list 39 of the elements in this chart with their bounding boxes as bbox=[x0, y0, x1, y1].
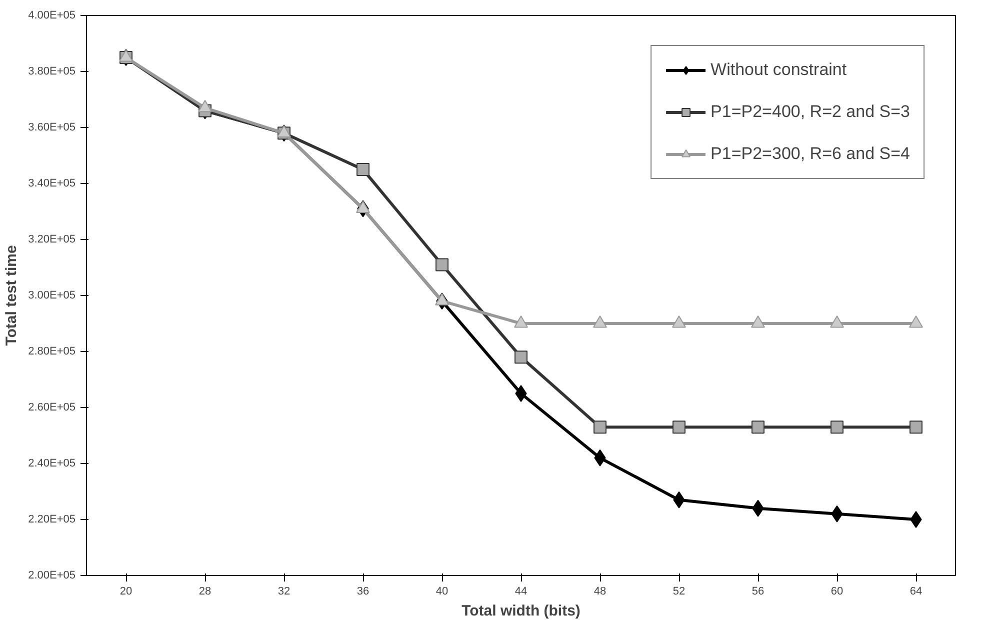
point bbox=[752, 420, 764, 434]
point bbox=[672, 420, 686, 434]
legend-label: P1=P2=400, R=2 and S=3 bbox=[710, 102, 910, 122]
x-tick-label: 36 bbox=[356, 586, 370, 598]
legend-label: Without constraint bbox=[710, 60, 847, 80]
x-tick-label: 64 bbox=[910, 586, 922, 598]
point bbox=[277, 125, 291, 138]
point bbox=[594, 420, 606, 434]
point bbox=[515, 385, 527, 402]
y-tick-label: 2.20E+05 bbox=[28, 514, 76, 526]
y-tick-label: 2.80E+05 bbox=[28, 346, 76, 358]
x-tick-label: 48 bbox=[594, 586, 606, 598]
x-tick-label: 32 bbox=[278, 586, 290, 598]
point bbox=[514, 350, 528, 364]
y-tick-label: 3.00E+05 bbox=[28, 290, 76, 302]
point bbox=[910, 420, 922, 434]
x-tick-label: 56 bbox=[752, 586, 764, 598]
x-tick-label: 40 bbox=[436, 586, 448, 598]
legend-label: P1=P2=300, R=6 and S=4 bbox=[710, 144, 910, 164]
x-tick-label: 44 bbox=[514, 586, 528, 598]
point bbox=[198, 100, 212, 112]
y-tick-label: 4.00E+05 bbox=[28, 10, 76, 22]
y-tick-label: 2.00E+05 bbox=[28, 570, 76, 582]
x-tick-label: 20 bbox=[120, 586, 132, 598]
x-tick-label: 52 bbox=[672, 586, 686, 598]
point bbox=[356, 163, 370, 176]
y-tick-label: 2.60E+05 bbox=[28, 402, 76, 414]
y-tick-label: 3.80E+05 bbox=[28, 66, 76, 78]
x-tick-label: 28 bbox=[198, 586, 212, 598]
y-tick-label: 3.60E+05 bbox=[28, 122, 76, 134]
y-tick-label: 2.40E+05 bbox=[28, 458, 76, 470]
point bbox=[830, 420, 844, 434]
y-tick-label: 3.20E+05 bbox=[28, 234, 76, 246]
y-tick-label: 3.40E+05 bbox=[28, 178, 76, 190]
y-axis-title: Total test time bbox=[3, 245, 20, 346]
x-tick-label: 60 bbox=[830, 586, 844, 598]
point bbox=[910, 511, 922, 528]
x-axis-title: Total width (bits) bbox=[462, 602, 580, 620]
point bbox=[436, 258, 448, 272]
